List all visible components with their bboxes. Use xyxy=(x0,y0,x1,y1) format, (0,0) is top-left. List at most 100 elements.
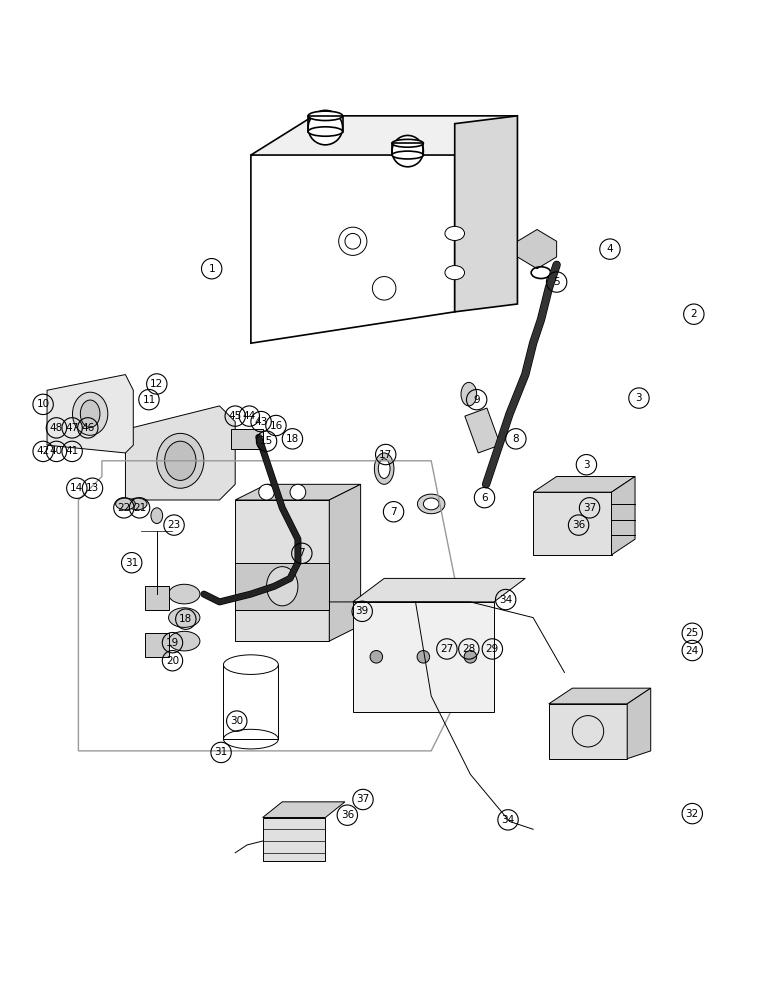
Text: 37: 37 xyxy=(357,794,369,804)
Bar xyxy=(231,429,263,449)
Text: 3: 3 xyxy=(583,460,590,470)
Circle shape xyxy=(464,651,477,663)
Text: 46: 46 xyxy=(82,423,94,433)
Text: 9: 9 xyxy=(474,395,480,405)
Text: 28: 28 xyxy=(463,644,475,654)
Ellipse shape xyxy=(165,441,196,480)
Circle shape xyxy=(417,651,430,663)
Text: 24: 24 xyxy=(686,646,699,656)
Text: 37: 37 xyxy=(583,503,596,513)
Text: 36: 36 xyxy=(572,520,585,530)
Ellipse shape xyxy=(223,729,278,749)
Bar xyxy=(465,408,500,453)
Text: 34: 34 xyxy=(499,595,512,605)
Text: 39: 39 xyxy=(356,606,368,616)
Bar xyxy=(145,586,169,610)
Ellipse shape xyxy=(445,226,464,240)
Polygon shape xyxy=(47,375,133,453)
Ellipse shape xyxy=(308,127,343,136)
Polygon shape xyxy=(353,578,525,602)
Ellipse shape xyxy=(116,498,135,510)
Circle shape xyxy=(392,135,423,167)
Circle shape xyxy=(370,651,383,663)
Text: 18: 18 xyxy=(286,434,299,444)
Text: 18: 18 xyxy=(180,614,192,624)
Ellipse shape xyxy=(169,631,200,651)
Text: 13: 13 xyxy=(86,483,99,493)
Ellipse shape xyxy=(73,392,108,435)
Polygon shape xyxy=(235,484,361,500)
Polygon shape xyxy=(533,476,635,492)
Text: 23: 23 xyxy=(168,520,180,530)
Polygon shape xyxy=(329,484,361,641)
Text: 25: 25 xyxy=(686,628,699,638)
Ellipse shape xyxy=(461,382,477,406)
Text: 17: 17 xyxy=(379,450,392,460)
Ellipse shape xyxy=(417,494,445,514)
Text: 30: 30 xyxy=(230,716,243,726)
Text: 42: 42 xyxy=(37,446,49,456)
Polygon shape xyxy=(627,688,651,759)
Text: 34: 34 xyxy=(502,815,514,825)
Bar xyxy=(549,704,627,759)
Text: 44: 44 xyxy=(243,411,256,421)
Text: 11: 11 xyxy=(143,395,155,405)
Text: 31: 31 xyxy=(215,747,227,757)
Text: 10: 10 xyxy=(37,399,49,409)
Circle shape xyxy=(308,110,343,145)
Bar xyxy=(353,602,494,712)
Circle shape xyxy=(259,484,274,500)
Text: 14: 14 xyxy=(71,483,83,493)
Text: 43: 43 xyxy=(255,417,267,427)
Ellipse shape xyxy=(392,151,423,159)
Polygon shape xyxy=(125,406,235,500)
Ellipse shape xyxy=(423,498,439,510)
Text: 21: 21 xyxy=(133,503,146,513)
Text: 8: 8 xyxy=(513,434,519,444)
Text: 7: 7 xyxy=(390,507,397,517)
Ellipse shape xyxy=(308,111,343,121)
Bar xyxy=(533,492,612,555)
Bar xyxy=(235,500,329,641)
Bar xyxy=(263,818,325,861)
Polygon shape xyxy=(251,116,517,155)
Polygon shape xyxy=(549,688,651,704)
Ellipse shape xyxy=(157,433,204,488)
Ellipse shape xyxy=(127,498,147,510)
Ellipse shape xyxy=(169,608,200,627)
Text: 6: 6 xyxy=(481,493,488,503)
Text: 36: 36 xyxy=(341,810,354,820)
Ellipse shape xyxy=(445,266,464,280)
Text: 1: 1 xyxy=(209,264,215,274)
Ellipse shape xyxy=(378,459,390,478)
Text: 45: 45 xyxy=(229,411,241,421)
Polygon shape xyxy=(263,802,345,818)
Text: 2: 2 xyxy=(691,309,697,319)
Text: 16: 16 xyxy=(270,421,282,431)
Ellipse shape xyxy=(169,584,200,604)
Ellipse shape xyxy=(374,453,394,484)
Text: 32: 32 xyxy=(686,809,699,819)
Text: 5: 5 xyxy=(554,277,560,287)
Text: 27: 27 xyxy=(441,644,453,654)
Text: 48: 48 xyxy=(50,423,63,433)
Ellipse shape xyxy=(81,400,100,427)
Text: 4: 4 xyxy=(607,244,613,254)
Text: 3: 3 xyxy=(636,393,642,403)
Text: 40: 40 xyxy=(50,446,63,456)
Text: 15: 15 xyxy=(260,436,273,446)
Text: 47: 47 xyxy=(66,423,78,433)
Text: 12: 12 xyxy=(151,379,163,389)
Bar xyxy=(145,633,169,657)
Polygon shape xyxy=(455,116,517,312)
Text: 29: 29 xyxy=(486,644,499,654)
Text: 7: 7 xyxy=(299,548,305,558)
Text: 20: 20 xyxy=(166,656,179,666)
Text: 19: 19 xyxy=(166,638,179,648)
Text: 22: 22 xyxy=(118,503,130,513)
Circle shape xyxy=(290,484,306,500)
Ellipse shape xyxy=(267,567,298,606)
Text: 31: 31 xyxy=(125,558,138,568)
Ellipse shape xyxy=(223,655,278,674)
Text: 41: 41 xyxy=(66,446,78,456)
